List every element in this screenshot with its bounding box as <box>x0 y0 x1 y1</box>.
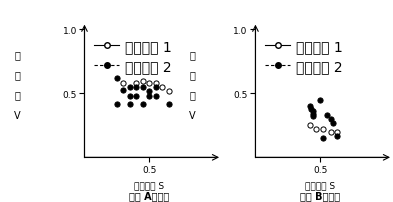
Point <box>317 99 323 102</box>
Point <box>307 124 313 127</box>
Point <box>140 102 146 106</box>
Point <box>320 137 326 140</box>
Point <box>324 114 330 117</box>
Point <box>133 86 140 89</box>
Legend: グループ 1, グループ 2: グループ 1, グループ 2 <box>263 37 345 76</box>
Text: V: V <box>189 110 196 120</box>
Text: V: V <box>15 110 21 120</box>
Point <box>140 86 146 89</box>
Point <box>140 80 146 83</box>
Point <box>166 90 172 93</box>
Point <box>133 82 140 85</box>
Text: 作業 Aの場合: 作業 Aの場合 <box>129 190 169 200</box>
Text: 値: 値 <box>190 90 195 100</box>
Point <box>309 113 316 116</box>
Point <box>152 86 159 89</box>
Text: 能: 能 <box>190 49 195 60</box>
Point <box>127 86 133 89</box>
Point <box>120 88 127 92</box>
Point <box>309 115 316 118</box>
Text: 製品精度 S: 製品精度 S <box>134 180 164 189</box>
Point <box>330 122 336 125</box>
Point <box>334 134 340 138</box>
Point <box>334 130 340 134</box>
Point <box>152 95 159 98</box>
Text: 値: 値 <box>15 90 20 100</box>
Text: 能: 能 <box>15 49 20 60</box>
Text: 力: 力 <box>15 70 20 80</box>
Text: 作業 Bの場合: 作業 Bの場合 <box>300 190 340 200</box>
Point <box>320 128 326 131</box>
Point <box>114 102 120 106</box>
Point <box>152 82 159 85</box>
Point <box>327 118 334 121</box>
Point <box>146 95 152 98</box>
Point <box>327 130 334 134</box>
Point <box>146 90 152 93</box>
Text: 力: 力 <box>190 70 195 80</box>
Point <box>146 82 152 85</box>
Point <box>309 110 316 113</box>
Point <box>133 95 140 98</box>
Legend: グループ 1, グループ 2: グループ 1, グループ 2 <box>92 37 174 76</box>
Point <box>120 82 127 85</box>
Point <box>307 105 313 108</box>
Point <box>166 102 172 106</box>
Text: 製品精度 S: 製品精度 S <box>305 180 335 189</box>
Point <box>308 108 314 111</box>
Point <box>159 86 165 89</box>
Point <box>127 95 133 98</box>
Point <box>313 128 320 131</box>
Point <box>114 77 120 80</box>
Point <box>127 102 133 106</box>
